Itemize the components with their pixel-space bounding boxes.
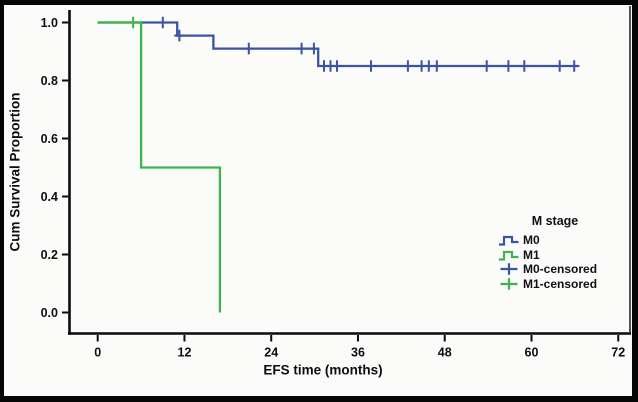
censor-plus-icon: [500, 278, 518, 290]
legend-item-m0-censored: M0-censored: [498, 262, 612, 277]
y-axis-tick-label: 0.6: [41, 132, 58, 146]
legend-item-label: M0-censored: [523, 262, 598, 277]
legend-item-label: M1-censored: [523, 277, 598, 292]
censor-plus-icon: [500, 263, 518, 276]
censor-mark-m0: [554, 60, 565, 72]
censor-mark-m0: [174, 29, 185, 42]
censor-mark-m0: [365, 60, 377, 72]
legend: M stage M0 M1 M0-censored M1-censored: [498, 214, 612, 291]
x-axis-tick-label: 12: [178, 346, 192, 360]
censor-mark-m1: [127, 16, 139, 29]
x-axis-title: EFS time (months): [263, 362, 383, 378]
y-axis-tick-label: 0.2: [41, 248, 58, 262]
censor-mark-m0: [331, 60, 343, 72]
y-axis-tick-label: 1.0: [41, 16, 58, 30]
censor-mark-m0: [243, 42, 254, 55]
x-axis-tick-label: 72: [611, 346, 625, 360]
y-axis-tick-label: 0.8: [41, 74, 58, 88]
legend-items: M0 M1 M0-censored M1-censored: [498, 233, 612, 291]
legend-title: M stage: [531, 214, 579, 228]
censor-mark-m0: [157, 16, 168, 29]
x-axis-tick-label: 48: [438, 346, 452, 360]
censor-mark-m0: [402, 60, 414, 72]
censor-mark-m0: [569, 60, 580, 72]
censor-mark-m0: [308, 42, 320, 55]
censor-mark-m0: [296, 42, 307, 55]
x-axis-tick-label: 0: [94, 346, 101, 360]
step-line-icon: [499, 236, 519, 246]
step-line-icon: [499, 250, 519, 261]
legend-item-label: M0: [523, 233, 540, 248]
x-axis-tick-label: 36: [351, 346, 365, 360]
km-plot: 0.0 0.2 0.4 0.6 0.8 1.0 0 12 24 36 48 60 72: [41, 6, 631, 360]
censor-mark-m0: [481, 60, 492, 72]
y-axis-tick-label: 0.4: [41, 190, 58, 204]
survival-curve-m1: [97, 21, 222, 313]
legend-item-m1-censored: M1-censored: [498, 277, 612, 292]
x-axis-tick-label: 60: [525, 346, 539, 360]
survival-curve-m0: [97, 21, 579, 68]
y-axis-title: Cum Survival Proportion: [7, 92, 23, 252]
x-axis-tick-label: 24: [264, 346, 278, 360]
censor-mark-m0: [519, 60, 530, 72]
legend-item-m0: M0: [498, 233, 612, 248]
censor-mark-m0: [503, 60, 514, 72]
censor-mark-m0: [431, 60, 442, 72]
legend-item-m1: M1: [498, 248, 612, 263]
legend-item-label: M1: [523, 247, 540, 262]
y-axis-tick-label: 0.0: [41, 306, 58, 320]
